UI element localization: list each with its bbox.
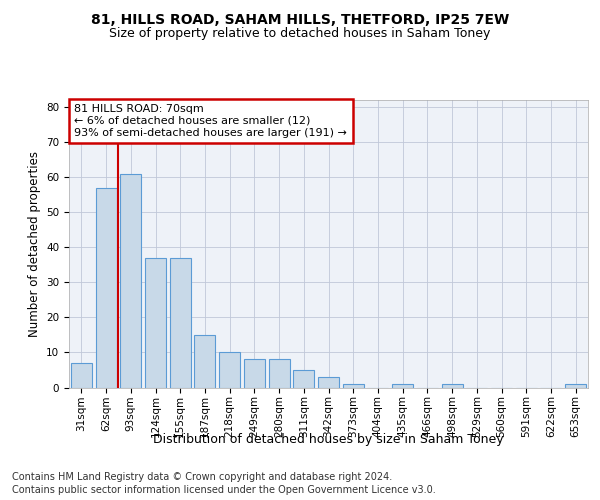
Bar xyxy=(95,188,116,388)
Bar xyxy=(120,174,141,388)
Bar xyxy=(565,384,586,388)
Bar xyxy=(293,370,314,388)
Bar xyxy=(392,384,413,388)
Bar xyxy=(170,258,191,388)
Bar xyxy=(244,360,265,388)
Bar xyxy=(71,363,92,388)
Y-axis label: Number of detached properties: Number of detached properties xyxy=(28,151,41,337)
Text: Contains HM Land Registry data © Crown copyright and database right 2024.: Contains HM Land Registry data © Crown c… xyxy=(12,472,392,482)
Bar xyxy=(442,384,463,388)
Bar xyxy=(194,335,215,388)
Bar xyxy=(145,258,166,388)
Text: Distribution of detached houses by size in Saham Toney: Distribution of detached houses by size … xyxy=(154,432,504,446)
Text: 81, HILLS ROAD, SAHAM HILLS, THETFORD, IP25 7EW: 81, HILLS ROAD, SAHAM HILLS, THETFORD, I… xyxy=(91,12,509,26)
Text: 81 HILLS ROAD: 70sqm
← 6% of detached houses are smaller (12)
93% of semi-detach: 81 HILLS ROAD: 70sqm ← 6% of detached ho… xyxy=(74,104,347,138)
Bar xyxy=(269,360,290,388)
Text: Contains public sector information licensed under the Open Government Licence v3: Contains public sector information licen… xyxy=(12,485,436,495)
Text: Size of property relative to detached houses in Saham Toney: Size of property relative to detached ho… xyxy=(109,28,491,40)
Bar xyxy=(318,377,339,388)
Bar xyxy=(219,352,240,388)
Bar xyxy=(343,384,364,388)
